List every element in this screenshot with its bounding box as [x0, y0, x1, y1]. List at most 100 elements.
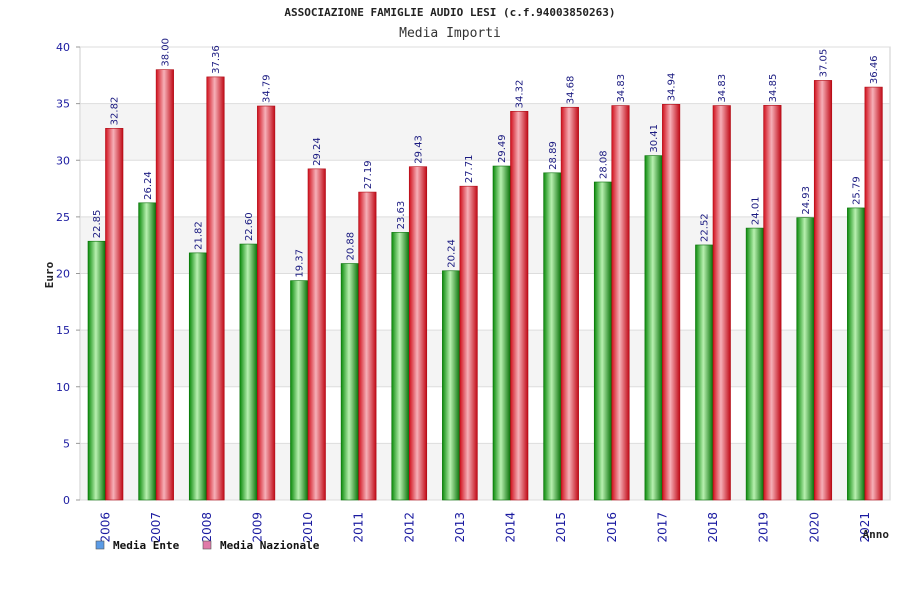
bar-media-nazionale [763, 105, 782, 501]
y-tick-label: 20 [56, 268, 70, 281]
bar-media-nazionale [307, 168, 326, 501]
data-label: 23.63 [396, 201, 407, 230]
data-label: 21.82 [194, 221, 205, 250]
bar-media-ente [340, 263, 359, 501]
bar-media-ente [442, 270, 461, 501]
data-label: 37.36 [211, 45, 222, 74]
x-axis-ticks: 2006 2007 2008 2009 2010 2011 2012 2013 2014 2015… [99, 512, 872, 543]
bar-media-ente [543, 172, 562, 501]
legend-swatch [95, 540, 105, 550]
data-label: 28.89 [548, 141, 559, 170]
bar-media-ente [492, 165, 511, 501]
x-tick-label: 2009 [250, 512, 264, 543]
bar-media-ente [593, 181, 613, 501]
bar-media-nazionale [560, 106, 579, 501]
y-tick-label: 25 [56, 211, 70, 224]
y-axis-label: Euro [43, 261, 56, 288]
bar-media-ente [644, 155, 663, 501]
bar-media-ente [87, 240, 106, 501]
y-tick-label: 35 [56, 98, 70, 111]
bar-media-nazionale [611, 105, 630, 501]
y-tick-label: 10 [56, 381, 70, 394]
y-axis-ticks: 0 5 10 15 20 25 30 35 40 [56, 41, 70, 507]
x-tick-label: 2012 [402, 512, 416, 543]
x-axis-label: Anno [863, 528, 890, 541]
bar-media-nazionale [358, 191, 377, 501]
bar-media-ente [188, 252, 208, 501]
data-label: 20.24 [447, 239, 458, 268]
data-label: 34.85 [768, 74, 779, 103]
data-label: 29.49 [497, 134, 508, 163]
x-tick-label: 2017 [655, 512, 669, 543]
legend-entry: Media Nazionale [220, 539, 320, 552]
y-tick-label: 0 [63, 494, 70, 507]
bar-media-nazionale [813, 80, 833, 501]
x-tick-label: 2008 [200, 512, 214, 543]
data-label: 20.88 [345, 232, 356, 261]
data-label: 19.37 [295, 249, 306, 278]
data-label: 26.24 [143, 171, 154, 200]
data-label: 28.08 [599, 150, 610, 179]
bar-media-nazionale [155, 69, 174, 501]
data-label: 22.52 [700, 213, 711, 242]
bar-media-ente [239, 243, 258, 501]
data-label: 27.19 [363, 160, 374, 189]
data-label: 34.79 [262, 74, 273, 103]
data-label: 24.01 [750, 196, 761, 225]
bar-media-nazionale [864, 86, 883, 501]
bar-media-ente [745, 227, 764, 501]
data-label: 30.41 [649, 124, 660, 153]
x-tick-label: 2014 [504, 512, 518, 543]
data-label: 34.94 [667, 73, 678, 102]
bar-media-nazionale [510, 111, 529, 501]
bar-media-nazionale [408, 166, 428, 501]
x-tick-label: 2010 [301, 512, 315, 543]
x-tick-label: 2013 [453, 512, 467, 543]
chart-title: ASSOCIAZIONE FAMIGLIE AUDIO LESI (c.f.94… [284, 6, 615, 19]
data-label: 36.46 [869, 55, 880, 84]
y-tick-label: 5 [63, 437, 70, 450]
legend-swatch [202, 540, 212, 550]
bar-media-ente [796, 217, 815, 501]
bar-media-ente [695, 244, 714, 501]
data-label: 34.68 [565, 76, 576, 105]
bar-media-nazionale [206, 76, 225, 501]
data-labels: 22.85 32.82 26.24 38.00 21.82 37.36 22.60 34.79… [92, 38, 880, 278]
data-label: 34.83 [717, 74, 728, 103]
data-label: 25.79 [852, 176, 863, 205]
data-label: 22.60 [244, 212, 255, 241]
bar-media-ente [290, 280, 309, 501]
bar-media-nazionale [459, 185, 478, 501]
y-tick-label: 40 [56, 41, 70, 54]
y-tick-label: 15 [56, 324, 70, 337]
bar-media-nazionale [662, 104, 681, 501]
x-tick-label: 2021 [858, 512, 872, 543]
bar-media-ente [138, 202, 157, 501]
data-label: 34.83 [616, 74, 627, 103]
x-tick-label: 2006 [99, 512, 113, 543]
data-label: 29.24 [312, 137, 323, 166]
bar-media-ente [847, 207, 866, 501]
bar-media-ente [391, 232, 410, 501]
x-tick-label: 2019 [757, 512, 771, 543]
data-label: 37.05 [819, 49, 830, 78]
data-label: 27.71 [464, 155, 475, 184]
x-tick-label: 2011 [352, 512, 366, 543]
bar-media-nazionale [257, 105, 276, 501]
legend-entry: Media Ente [113, 539, 180, 552]
data-label: 22.85 [92, 210, 103, 239]
x-tick-label: 2020 [807, 512, 821, 543]
data-label: 24.93 [801, 186, 812, 215]
bar-media-nazionale [105, 128, 124, 501]
data-label: 38.00 [160, 38, 171, 67]
x-tick-label: 2007 [149, 512, 163, 543]
data-label: 29.43 [414, 135, 425, 164]
y-tick-label: 30 [56, 154, 70, 167]
bars [87, 69, 883, 501]
x-tick-label: 2016 [605, 512, 619, 543]
data-label: 32.82 [110, 97, 121, 126]
x-tick-label: 2015 [554, 512, 568, 543]
chart-subtitle: Media Importi [399, 26, 501, 41]
legend: Media Ente Media Nazionale [95, 539, 320, 552]
